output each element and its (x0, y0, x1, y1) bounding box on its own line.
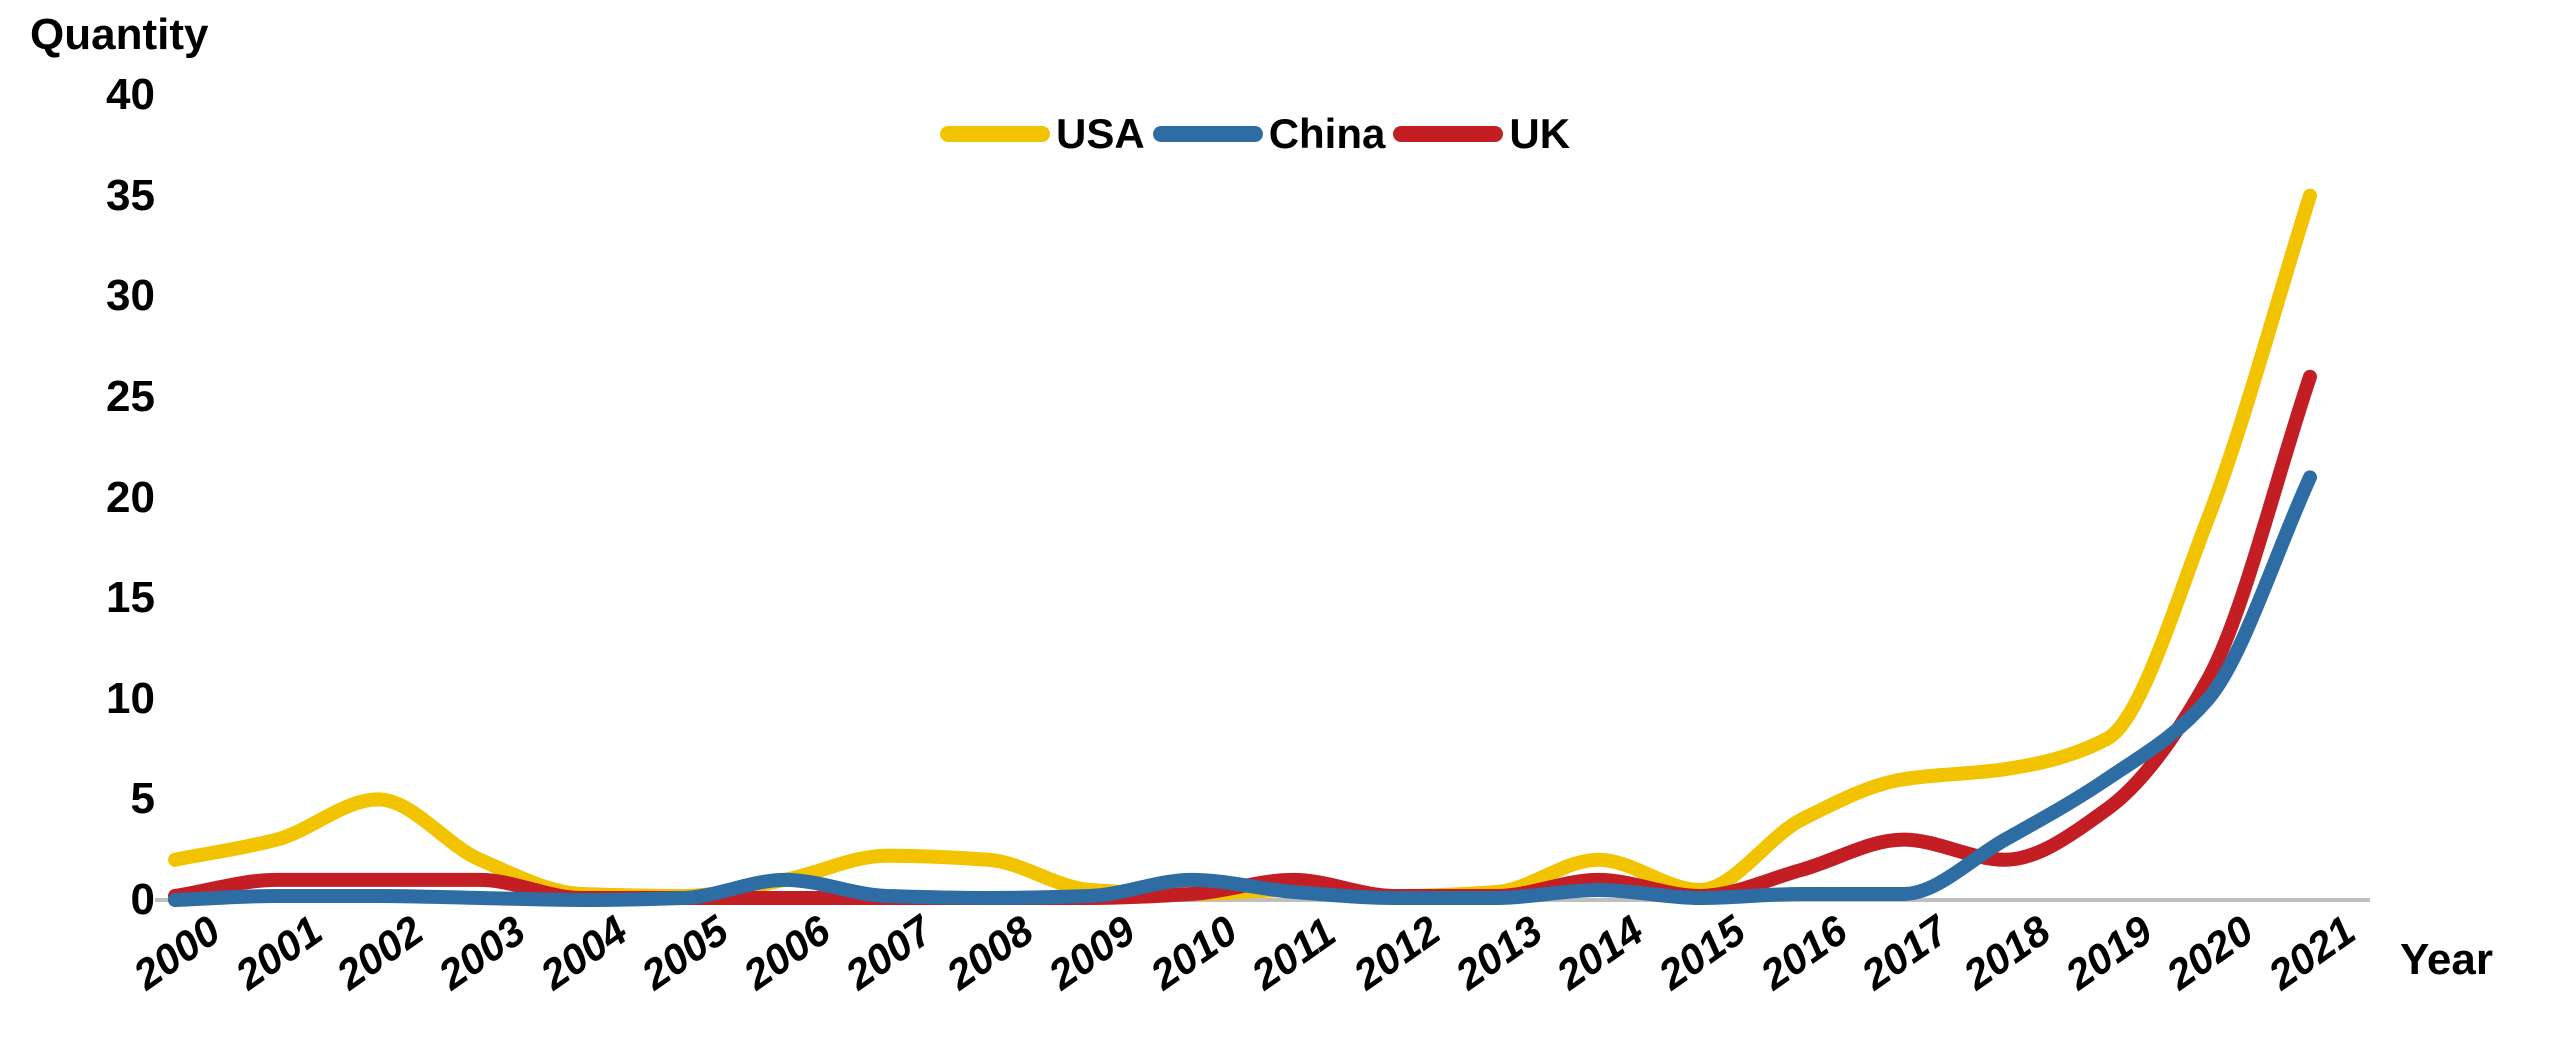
legend-swatch (1153, 126, 1263, 142)
legend-swatch (940, 126, 1050, 142)
legend-item-uk: UK (1393, 110, 1578, 158)
line-chart: Quantity Year 0510152025303540 200020012… (0, 0, 2560, 1064)
legend-label: UK (1509, 110, 1570, 158)
legend-swatch (1393, 126, 1503, 142)
legend-label: China (1269, 110, 1386, 158)
legend-item-usa: USA (940, 110, 1153, 158)
series-line-usa (175, 196, 2310, 896)
series-line-china (175, 477, 2310, 900)
data-lines (0, 0, 2560, 1064)
legend-label: USA (1056, 110, 1145, 158)
legend: USA China UK (940, 110, 1578, 158)
series-line-uk (175, 377, 2310, 898)
legend-item-china: China (1153, 110, 1394, 158)
